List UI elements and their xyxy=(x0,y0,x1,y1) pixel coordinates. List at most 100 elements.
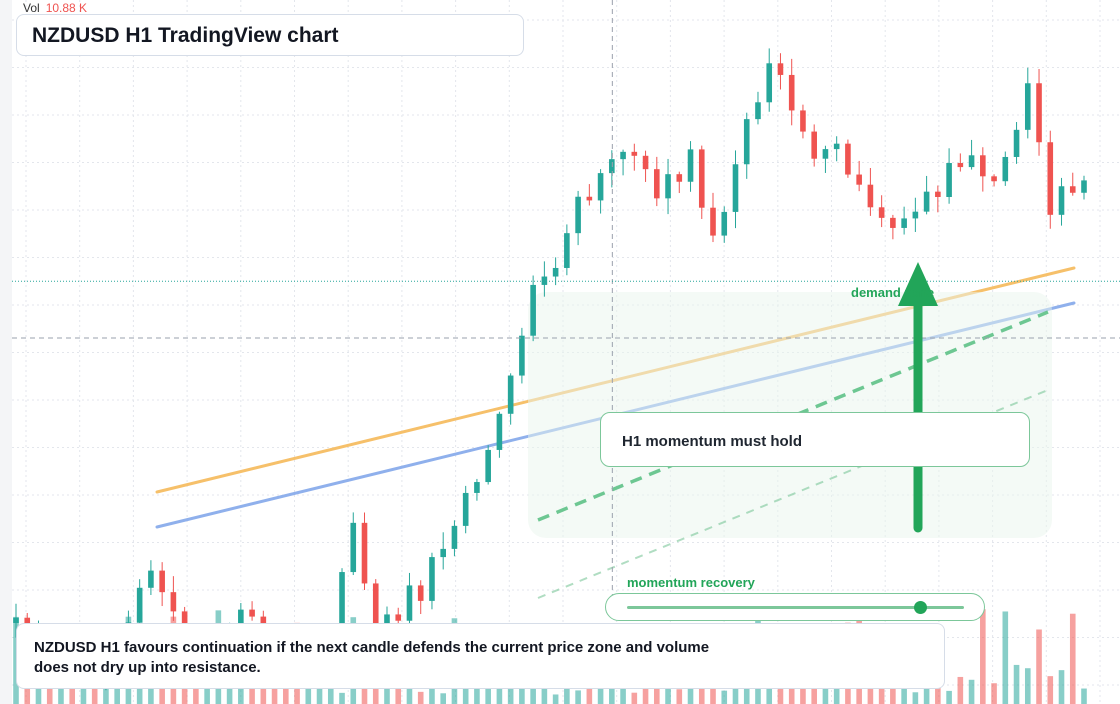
candle-body xyxy=(541,276,548,285)
trend-dashed-line xyxy=(537,310,1049,522)
volume-bar xyxy=(642,685,649,704)
volume-bar xyxy=(1069,613,1076,704)
slider-track xyxy=(627,606,964,609)
volume-label: Vol xyxy=(23,1,40,15)
volume-bar xyxy=(1036,629,1042,704)
candle xyxy=(451,520,458,557)
candle xyxy=(586,184,593,206)
candle xyxy=(743,112,750,179)
candle-body xyxy=(564,233,570,268)
volume-value: 10.88 K xyxy=(45,1,88,15)
demand-zone-label: demand zone xyxy=(851,285,935,300)
candle xyxy=(406,572,413,628)
candle xyxy=(136,579,143,628)
volume-bar xyxy=(968,679,975,704)
candle-body xyxy=(766,63,773,103)
candle xyxy=(642,150,649,182)
volume-bar xyxy=(631,692,638,704)
candle-body xyxy=(991,176,997,182)
candle-body xyxy=(755,102,761,120)
candle-body xyxy=(170,592,177,612)
momentum-slider[interactable] xyxy=(605,593,985,621)
candle-body xyxy=(496,413,503,450)
volume-bar xyxy=(305,682,312,704)
candle-body xyxy=(721,211,728,236)
candle-body xyxy=(923,191,930,212)
candle-body xyxy=(1036,83,1042,143)
volume-bar xyxy=(676,689,683,704)
candle-body xyxy=(935,191,941,197)
candle-body xyxy=(822,149,829,159)
candle-body xyxy=(620,151,626,160)
candle-body xyxy=(395,614,402,621)
volume-bar xyxy=(474,676,480,704)
volume-bar xyxy=(1013,664,1020,704)
candle xyxy=(350,512,357,576)
candle-body xyxy=(485,449,491,483)
candle-body xyxy=(867,184,874,208)
candle-body xyxy=(1024,83,1031,130)
candle xyxy=(440,532,446,570)
candle-body xyxy=(552,267,559,277)
volume-bar xyxy=(1081,688,1087,704)
slider-thumb[interactable] xyxy=(914,601,928,614)
volume-bar xyxy=(417,691,424,704)
candle-body xyxy=(788,74,795,111)
volume-bar xyxy=(552,694,559,704)
candle xyxy=(552,257,559,286)
candle xyxy=(1002,151,1009,186)
candle xyxy=(609,150,615,188)
momentum-note[interactable]: H1 momentum must hold xyxy=(600,412,1030,467)
volume-bar xyxy=(991,683,997,704)
candle xyxy=(1058,177,1065,226)
candle xyxy=(822,145,829,173)
candle xyxy=(507,373,514,425)
candle xyxy=(361,512,368,590)
candle xyxy=(901,206,907,235)
candle xyxy=(496,411,503,458)
candle-body xyxy=(1058,186,1065,215)
candle xyxy=(1036,68,1042,156)
volume-bar xyxy=(957,676,964,704)
candle xyxy=(991,174,997,187)
candle-body xyxy=(507,375,514,414)
candle xyxy=(170,576,177,621)
candle-body xyxy=(519,335,525,376)
candle-body xyxy=(698,149,705,208)
candle-body xyxy=(687,149,694,182)
volume-bar xyxy=(91,678,98,704)
candle-body xyxy=(609,159,615,174)
candle-body xyxy=(912,211,919,219)
volume-bar xyxy=(1047,676,1054,704)
candle-body xyxy=(13,617,19,623)
volume-bar xyxy=(204,683,210,704)
caption-panel: NZDUSD H1 favours continuation if the ne… xyxy=(16,623,945,689)
volume-bar xyxy=(890,674,896,704)
volume-bar xyxy=(946,690,952,704)
candle xyxy=(710,192,716,243)
candle-body xyxy=(890,217,896,228)
candle xyxy=(980,147,986,192)
volume-bar xyxy=(980,609,986,704)
candle xyxy=(462,485,469,534)
candle xyxy=(1081,175,1087,200)
candle-body xyxy=(451,525,458,549)
candle xyxy=(159,562,165,607)
candle xyxy=(867,168,874,216)
candle-body xyxy=(980,155,986,177)
candle-body xyxy=(148,570,154,588)
candle-body xyxy=(586,196,593,201)
candle xyxy=(856,160,862,192)
candle xyxy=(766,48,773,112)
candle-body xyxy=(811,131,817,159)
candle xyxy=(968,139,975,170)
candle-body xyxy=(665,174,671,199)
candle xyxy=(541,261,548,297)
candle-body xyxy=(530,284,536,336)
candle xyxy=(530,275,536,342)
candle-body xyxy=(1081,180,1087,193)
candle-body xyxy=(372,583,379,656)
candle-body xyxy=(642,155,649,170)
candle-body xyxy=(429,557,435,601)
